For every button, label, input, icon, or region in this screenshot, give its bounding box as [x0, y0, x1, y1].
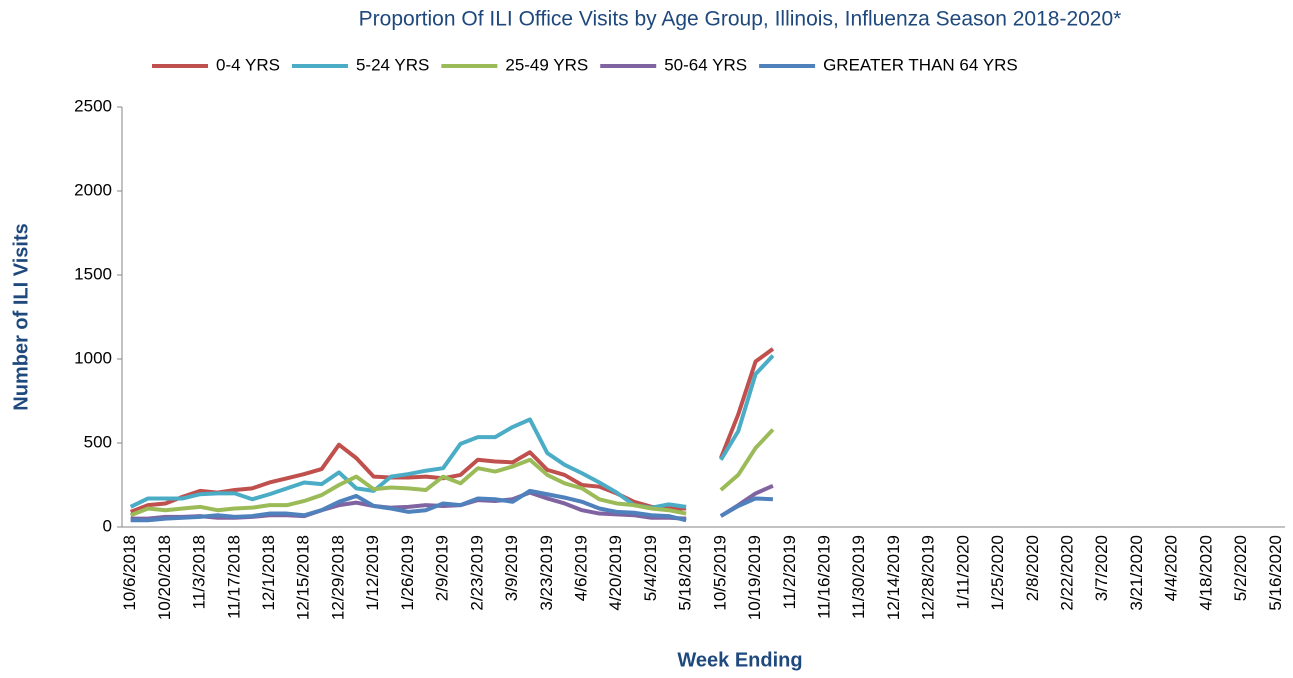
legend-label: 0-4 YRS: [216, 55, 280, 74]
x-tick-label: 3/21/2020: [1127, 535, 1146, 611]
x-tick-label: 4/18/2020: [1196, 535, 1215, 611]
x-tick-label: 1/25/2020: [988, 535, 1007, 611]
chart-title: Proportion Of ILI Office Visits by Age G…: [359, 8, 1122, 31]
y-tick-label: 1500: [74, 264, 112, 283]
x-tick-label: 11/2/2019: [780, 535, 799, 609]
x-tick-label: 11/16/2019: [814, 535, 833, 619]
x-tick-label: 1/26/2019: [398, 535, 417, 611]
x-tick-label: 4/4/2020: [1162, 535, 1181, 601]
x-tick-label: 10/6/2018: [120, 535, 139, 611]
y-tick-label: 500: [84, 432, 112, 451]
legend-label: GREATER THAN 64 YRS: [823, 55, 1018, 74]
x-tick-label: 10/20/2018: [155, 535, 174, 620]
series-line: [129, 428, 775, 518]
y-tick-label: 2000: [74, 180, 112, 199]
x-tick-label: 3/9/2019: [502, 535, 521, 601]
x-tick-label: 5/16/2020: [1266, 535, 1285, 611]
x-tick-label: 11/3/2018: [190, 535, 209, 609]
x-tick-label: 4/6/2019: [571, 535, 590, 601]
y-tick-label: 0: [103, 516, 112, 535]
x-tick-label: 2/22/2020: [1058, 535, 1077, 611]
x-tick-label: 11/30/2019: [849, 535, 868, 619]
x-tick-label: 10/5/2019: [710, 535, 729, 611]
x-tick-label: 2/9/2019: [433, 535, 452, 601]
series-line: [129, 354, 775, 510]
y-tick-label: 1000: [74, 348, 112, 367]
x-tick-label: 2/23/2019: [467, 535, 486, 611]
x-tick-label: 5/4/2019: [641, 535, 660, 601]
x-tick-label: 3/7/2020: [1092, 535, 1111, 601]
x-tick-label: 10/19/2019: [745, 535, 764, 620]
x-tick-label: 11/17/2018: [224, 535, 243, 619]
x-tick-label: 5/2/2020: [1231, 535, 1250, 601]
x-tick-label: 5/18/2019: [676, 535, 695, 611]
x-tick-label: 2/8/2020: [1023, 535, 1042, 601]
legend-label: 50-64 YRS: [664, 55, 747, 74]
legend-label: 25-49 YRS: [505, 55, 588, 74]
series-line: [129, 347, 775, 514]
series-line: [130, 488, 774, 523]
x-axis-title: Week Ending: [677, 649, 802, 671]
y-tick-label: 2500: [74, 96, 112, 115]
x-tick-label: 12/15/2018: [294, 535, 313, 620]
x-tick-label: 12/29/2018: [328, 535, 347, 620]
x-tick-label: 12/28/2019: [919, 535, 938, 620]
y-axis-title: Number of ILI Visits: [10, 223, 32, 410]
x-tick-label: 1/11/2020: [953, 535, 972, 609]
x-tick-label: 12/1/2018: [259, 535, 278, 611]
x-tick-label: 1/12/2019: [363, 535, 382, 611]
x-tick-label: 4/20/2019: [606, 535, 625, 611]
x-tick-label: 12/14/2019: [884, 535, 903, 620]
x-tick-label: 3/23/2019: [537, 535, 556, 611]
legend-label: 5-24 YRS: [356, 55, 429, 74]
